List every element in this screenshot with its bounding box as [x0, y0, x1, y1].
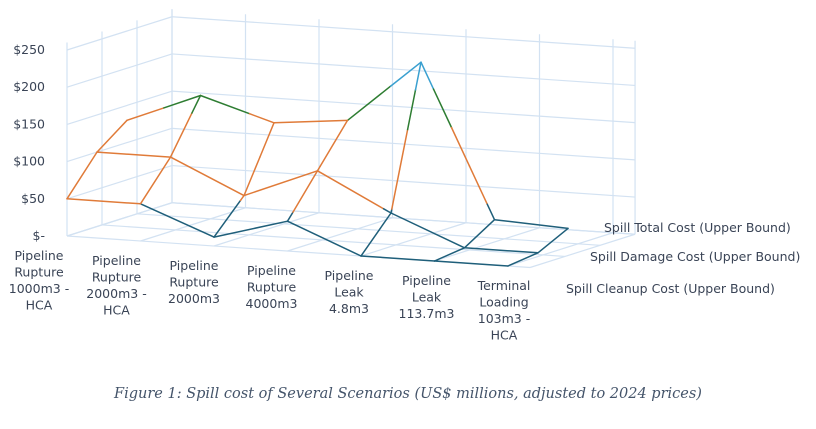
- surface-edge: [382, 208, 392, 214]
- surface-edge: [420, 61, 435, 90]
- y-axis-ticks: $- $50 $100 $150 $200 $250: [13, 42, 45, 243]
- surface-edge: [259, 122, 275, 158]
- surface-edge: [286, 211, 294, 222]
- surface-edge: [486, 203, 496, 221]
- surface-wireframe: [66, 61, 569, 267]
- floor-gridline: [136, 213, 601, 246]
- y-tick-label: $100: [13, 154, 45, 169]
- floor-gridline: [434, 227, 540, 262]
- y-tick-label: $250: [13, 42, 45, 57]
- surface-edge: [346, 85, 392, 122]
- surface-edge: [389, 61, 422, 87]
- surface-edge: [360, 255, 436, 262]
- surface-edge: [433, 247, 466, 262]
- back-wall-gridline: [171, 90, 636, 124]
- surface-edge: [450, 126, 471, 167]
- surface-edge: [493, 218, 569, 230]
- floor-edge: [529, 233, 636, 269]
- side-wall-gridline: [66, 90, 173, 125]
- surface-edge: [468, 165, 489, 206]
- surface-edge: [66, 198, 142, 205]
- figure-caption: Figure 1: Spill cost of Several Scenario…: [114, 386, 702, 402]
- surface-edge: [432, 88, 453, 129]
- surface-edge: [391, 168, 401, 210]
- back-wall-gridline: [171, 127, 636, 161]
- side-wall-gridline: [66, 127, 173, 163]
- surface-edge: [414, 61, 422, 91]
- side-wall-gridline: [66, 202, 173, 237]
- surface-edge: [390, 212, 466, 249]
- x-category-label: Terminal Loading 103m3 -HCA: [477, 278, 531, 343]
- surface-edge: [191, 94, 202, 114]
- side-wall-gridline: [66, 53, 173, 88]
- surface-edge: [126, 107, 165, 122]
- back-wall-gridline: [171, 16, 636, 49]
- floor-gridline: [213, 212, 320, 247]
- series-label: Spill Cleanup Cost (Upper Bound): [566, 281, 775, 296]
- series-depth-labels: Spill Cleanup Cost (Upper Bound) Spill Da…: [566, 220, 800, 296]
- floor-gridline: [101, 224, 566, 258]
- series-label: Spill Damage Cost (Upper Bound): [590, 249, 800, 264]
- surface-edge: [507, 252, 539, 267]
- surface-edge: [66, 151, 98, 200]
- surface-edge: [319, 119, 349, 167]
- surface-edge: [433, 260, 509, 267]
- surface-edge: [537, 227, 569, 254]
- surface-edge: [213, 199, 242, 238]
- floor-gridline: [360, 222, 467, 257]
- surface-edge: [248, 112, 275, 124]
- surface-edge: [316, 165, 321, 172]
- surface-edge: [286, 220, 362, 257]
- floor-gridline: [140, 207, 246, 242]
- surface-edge: [406, 89, 417, 131]
- x-category-label: Pipeline Rupture 2000m3: [168, 258, 220, 306]
- surface-edge: [96, 119, 128, 153]
- back-wall-gridline: [171, 164, 636, 198]
- x-category-label: Pipeline Rupture 2000m3 -HCA: [86, 253, 146, 318]
- y-tick-label: $50: [21, 191, 45, 206]
- surface-edge: [199, 94, 251, 115]
- surface-edge: [239, 194, 245, 202]
- surface-edge: [316, 170, 385, 210]
- surface-edge: [463, 218, 496, 249]
- surface-edge: [243, 170, 319, 197]
- x-axis-categories: Pipeline Rupture 1000m3 -HCA Pipeline Ruptur…: [9, 248, 531, 343]
- back-wall-gridline: [171, 53, 636, 87]
- chart-grid: [66, 9, 636, 269]
- surface-edge: [213, 220, 289, 238]
- surface-edge: [292, 170, 319, 213]
- surface-edge: [463, 247, 539, 254]
- surface-edge: [163, 94, 202, 109]
- surface-edge: [169, 112, 193, 158]
- y-tick-label: $150: [13, 116, 45, 131]
- floor-gridline: [507, 232, 614, 267]
- y-tick-label: $200: [13, 79, 45, 94]
- floor-gridline: [287, 217, 393, 252]
- surface-edge: [139, 156, 172, 205]
- side-wall-gridline: [66, 164, 173, 200]
- x-category-label: Pipeline Leak 4.8m3: [325, 268, 374, 316]
- surface-edge: [243, 156, 261, 197]
- surface-edge: [96, 151, 172, 158]
- surface-edge: [139, 203, 215, 238]
- surface-edge: [360, 212, 392, 257]
- x-category-label: Pipeline Leak 113.7m3: [399, 273, 455, 321]
- y-tick-label: $-: [33, 228, 45, 243]
- surface-edge: [169, 156, 245, 197]
- side-wall-gridline: [66, 16, 173, 51]
- surface-edge: [273, 119, 349, 124]
- surface-edge: [398, 128, 409, 171]
- x-category-label: Pipeline Rupture 1000m3 -HCA: [9, 248, 69, 313]
- x-category-label: Pipeline Rupture 4000m3: [246, 263, 298, 311]
- series-label: Spill Total Cost (Upper Bound): [604, 220, 791, 235]
